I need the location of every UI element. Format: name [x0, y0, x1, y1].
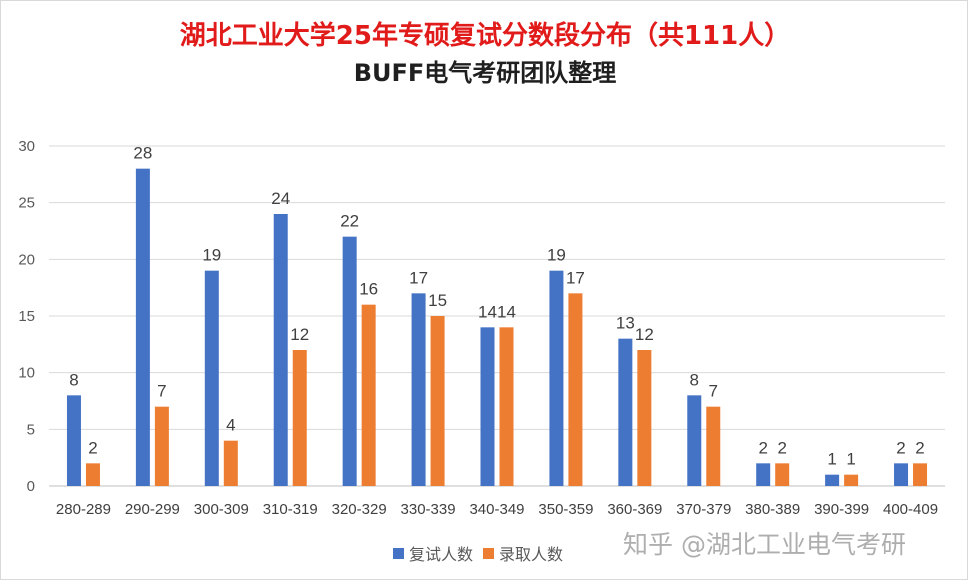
bar-interview — [894, 463, 909, 486]
bar-admitted — [85, 463, 100, 486]
x-tick-label: 390-399 — [814, 501, 869, 518]
data-label-admitted: 16 — [359, 280, 378, 299]
bar-admitted — [568, 293, 583, 486]
x-tick-label: 350-359 — [538, 501, 593, 518]
data-label-interview: 19 — [547, 246, 566, 265]
x-tick-label: 380-389 — [745, 501, 800, 518]
x-tick-label: 310-319 — [263, 501, 318, 518]
x-tick-label: 400-409 — [883, 501, 938, 518]
bar-interview — [273, 214, 288, 486]
legend-label-admitted: 录取人数 — [499, 545, 564, 564]
bar-interview — [825, 474, 840, 486]
y-tick-label: 15 — [18, 308, 35, 325]
y-tick-label: 5 — [27, 421, 35, 438]
bar-admitted — [844, 474, 859, 486]
data-label-interview: 19 — [202, 246, 221, 265]
data-label-admitted: 15 — [428, 291, 447, 310]
legend-swatch-admitted — [483, 547, 495, 559]
bar-interview — [687, 395, 702, 486]
legend-item-admitted: 录取人数 — [483, 541, 563, 565]
y-tick-label: 30 — [18, 138, 35, 155]
data-label-interview: 22 — [340, 212, 359, 231]
legend-swatch-interview — [393, 547, 404, 559]
bar-admitted — [430, 316, 445, 486]
data-label-interview: 13 — [616, 314, 635, 333]
data-label-admitted: 1 — [846, 450, 855, 469]
x-tick-label: 340-349 — [469, 501, 524, 518]
bar-admitted — [499, 327, 514, 486]
data-label-admitted: 2 — [88, 438, 97, 457]
data-label-admitted: 14 — [497, 302, 516, 321]
data-label-admitted: 7 — [157, 382, 166, 401]
legend-label-interview: 复试人数 — [409, 545, 474, 564]
bar-admitted — [706, 406, 721, 486]
y-tick-label: 0 — [27, 478, 35, 495]
bars — [66, 168, 928, 486]
bar-interview — [549, 270, 564, 486]
bar-interview — [135, 168, 150, 486]
data-label-interview: 8 — [690, 370, 699, 389]
bar-interview — [204, 270, 219, 486]
x-tick-label: 300-309 — [194, 501, 249, 518]
x-tick-label: 370-379 — [676, 501, 731, 518]
bar-interview — [756, 463, 771, 486]
bar-interview — [411, 293, 426, 486]
data-label-admitted: 2 — [915, 438, 924, 457]
data-label-interview: 17 — [409, 268, 428, 287]
data-label-interview: 2 — [896, 438, 905, 457]
bar-admitted — [223, 440, 238, 486]
gridlines — [49, 145, 945, 487]
data-label-interview: 8 — [69, 370, 78, 389]
bar-admitted — [913, 463, 928, 486]
data-label-admitted: 7 — [709, 382, 718, 401]
x-tick-label: 360-369 — [607, 501, 662, 518]
legend: 复试人数 录取人数 — [393, 541, 573, 565]
data-label-interview: 24 — [271, 189, 290, 208]
bar-interview — [618, 338, 633, 486]
x-tick-label: 330-339 — [401, 501, 456, 518]
data-label-interview: 1 — [827, 450, 836, 469]
data-label-admitted: 12 — [290, 325, 309, 344]
watermark: 知乎 @湖北工业电气考研 — [623, 530, 906, 559]
data-label-admitted: 4 — [226, 416, 235, 435]
x-axis: 280-289 290-299 300-309 310-319 320-329 330-3… — [56, 501, 938, 518]
bar-interview — [342, 236, 357, 486]
bar-admitted — [775, 463, 790, 486]
bar-admitted — [154, 406, 169, 486]
data-label-interview: 28 — [133, 144, 152, 163]
data-label-interview: 14 — [478, 302, 497, 321]
y-tick-label: 20 — [18, 251, 35, 268]
data-label-admitted: 12 — [635, 325, 654, 344]
bar-admitted — [292, 350, 307, 486]
bar-interview — [66, 395, 81, 486]
y-axis: 0 5 10 15 20 25 30 — [18, 138, 35, 495]
bar-interview — [480, 327, 495, 486]
y-tick-label: 25 — [18, 195, 35, 212]
bar-admitted — [637, 350, 652, 486]
data-label-admitted: 2 — [777, 438, 786, 457]
data-label-interview: 2 — [758, 438, 767, 457]
x-tick-label: 290-299 — [125, 501, 180, 518]
bar-admitted — [361, 304, 376, 486]
x-tick-label: 280-289 — [56, 501, 111, 518]
x-tick-label: 320-329 — [332, 501, 387, 518]
chart-subtitle: BUFF电气考研团队整理 — [353, 59, 617, 87]
chart-title: 湖北工业大学25年专硕复试分数段分布（共111人） — [179, 21, 791, 51]
legend-item-interview: 复试人数 — [393, 541, 473, 565]
data-label-admitted: 17 — [566, 268, 585, 287]
y-tick-label: 10 — [18, 365, 35, 382]
